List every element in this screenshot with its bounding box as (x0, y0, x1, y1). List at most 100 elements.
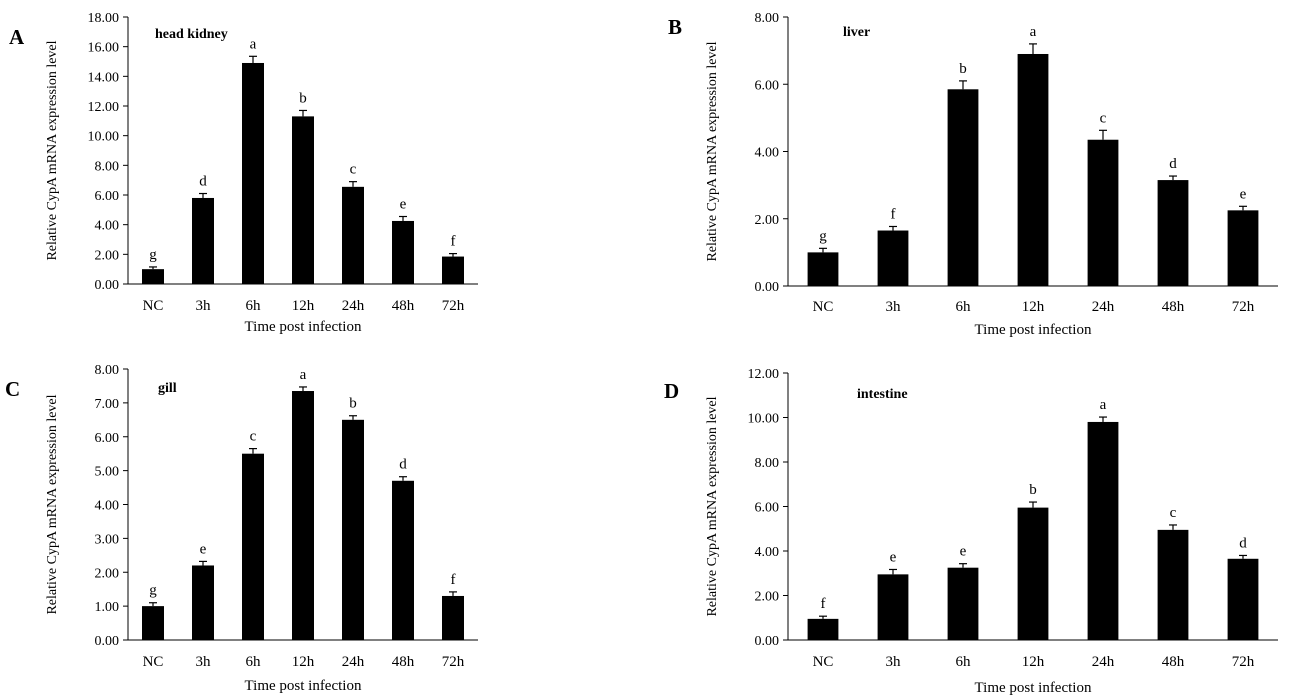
panel-b-bar-3h (877, 230, 909, 286)
panel-a-category-label: 72h (442, 298, 465, 314)
panel-c-category-label: 24h (342, 654, 365, 670)
panel-a-significance-letter: e (400, 197, 407, 213)
panel-a-bar-12h (292, 116, 314, 284)
panel-b-bar-24h (1087, 139, 1119, 286)
panel-c-y-tick-label: 4.00 (95, 499, 120, 514)
panel-d-y-tick-label: 12.00 (748, 367, 780, 382)
panel-d-id-label: D (664, 379, 679, 403)
panel-a-significance-letter: c (350, 162, 357, 178)
panel-a-y-tick-label: 16.00 (88, 41, 120, 56)
panel-a-significance-letter: b (299, 90, 307, 106)
panel-d-significance-letter: d (1239, 535, 1247, 551)
panel-c-bar-24h (342, 419, 364, 640)
panel-a-y-tick-label: 12.00 (88, 100, 120, 115)
panel-d-significance-letter: e (960, 544, 967, 560)
panel-d-y-tick-label: 8.00 (755, 456, 780, 471)
panel-c-category-label: 3h (196, 654, 212, 670)
panel-d-title: intestine (857, 387, 908, 402)
panel-c-title: gill (158, 381, 177, 396)
panel-c-significance-letter: f (451, 572, 456, 588)
panel-a-bar-3h (192, 197, 214, 284)
panel-b-x-axis-label: Time post infection (975, 322, 1092, 338)
panel-c-y-tick-label: 7.00 (95, 397, 120, 412)
panel-d-category-label: NC (813, 654, 834, 670)
panel-b-y-tick-label: 8.00 (755, 11, 780, 26)
panel-d-significance-letter: c (1170, 505, 1177, 521)
panel-c-category-label: 72h (442, 654, 465, 670)
panel-d-bar-nc (807, 618, 839, 640)
panel-c-bar-3h (192, 565, 214, 640)
panel-d-y-tick-label: 0.00 (755, 634, 780, 649)
panel-b-category-label: 72h (1232, 299, 1255, 315)
panel-b-y-axis-label: Relative CypA mRNA expression level (705, 41, 720, 261)
panel-d-bar-48h (1157, 529, 1189, 640)
panel-a-category-label: 12h (292, 298, 315, 314)
panel-c-bar-nc (142, 606, 164, 640)
panel-a-y-tick-label: 10.00 (88, 130, 120, 145)
panel-d-x-axis-label: Time post infection (975, 680, 1092, 696)
panel-d-y-tick-label: 10.00 (748, 412, 780, 427)
panel-c-y-axis-label: Relative CypA mRNA expression level (45, 394, 60, 614)
panel-c-y-tick-label: 2.00 (95, 566, 120, 581)
panel-a-bar-72h (442, 256, 464, 284)
panel-a-y-tick-label: 8.00 (95, 159, 120, 174)
panel-d-y-tick-label: 4.00 (755, 545, 780, 560)
panel-a-category-label: 6h (246, 298, 262, 314)
panel-c-y-tick-label: 0.00 (95, 634, 120, 649)
panel-a-y-tick-label: 6.00 (95, 189, 120, 204)
panel-d-category-label: 3h (886, 654, 902, 670)
panel-d-y-axis-label: Relative CypA mRNA expression level (705, 396, 720, 616)
panel-d-bar-3h (877, 574, 909, 640)
panel-a-bar-24h (342, 186, 364, 284)
panel-c-y-tick-label: 1.00 (95, 600, 120, 615)
panel-d-bar-72h (1227, 558, 1259, 640)
panel-d-bar-6h (947, 567, 979, 640)
panel-b-significance-letter: g (819, 228, 827, 244)
panel-a-category-label: 3h (196, 298, 212, 314)
panel-b-id-label: B (668, 15, 682, 39)
panel-b-category-label: 6h (956, 299, 972, 315)
panel-a-y-tick-label: 0.00 (95, 278, 120, 293)
panel-d-significance-letter: b (1029, 482, 1037, 498)
panel-c-id-label: C (5, 377, 20, 401)
panel-a-bar-6h (242, 62, 264, 284)
panel-a-y-tick-label: 4.00 (95, 219, 120, 234)
panel-d-bar-12h (1017, 507, 1049, 640)
panel-b-category-label: 12h (1022, 299, 1045, 315)
panel-a-significance-letter: d (199, 174, 207, 190)
panel-c-x-axis-label: Time post infection (245, 678, 362, 694)
panel-b-category-label: 24h (1092, 299, 1115, 315)
panel-b-significance-letter: b (959, 61, 967, 77)
panel-d-significance-letter: f (821, 596, 826, 612)
panel-c-significance-letter: b (349, 396, 357, 412)
panel-d-category-label: 48h (1162, 654, 1185, 670)
panel-b-significance-letter: c (1100, 110, 1107, 126)
panel-c-category-label: 12h (292, 654, 315, 670)
panel-a-significance-letter: a (250, 36, 257, 52)
panel-d-category-label: 24h (1092, 654, 1115, 670)
panel-a-y-tick-label: 14.00 (88, 70, 120, 85)
panel-c-bar-6h (242, 453, 264, 640)
panel-b-bar-72h (1227, 210, 1259, 286)
panel-c-significance-letter: d (399, 457, 407, 473)
panel-b-category-label: 3h (886, 299, 902, 315)
panel-b-bar-12h (1017, 53, 1049, 286)
panel-c-category-label: 6h (246, 654, 262, 670)
panel-c-significance-letter: a (300, 367, 307, 383)
panel-a-y-axis-label: Relative CypA mRNA expression level (45, 40, 60, 260)
panel-c-category-label: NC (143, 654, 164, 670)
panel-c-bar-12h (292, 391, 314, 640)
panel-a-category-label: NC (143, 298, 164, 314)
panel-c-y-tick-label: 8.00 (95, 363, 120, 378)
panel-b-significance-letter: d (1169, 156, 1177, 172)
panel-d-bar-24h (1087, 421, 1119, 640)
panel-c-category-label: 48h (392, 654, 415, 670)
panel-a-significance-letter: f (451, 234, 456, 250)
panel-b-category-label: NC (813, 299, 834, 315)
panel-a-category-label: 48h (392, 298, 415, 314)
panel-c-y-tick-label: 6.00 (95, 431, 120, 446)
